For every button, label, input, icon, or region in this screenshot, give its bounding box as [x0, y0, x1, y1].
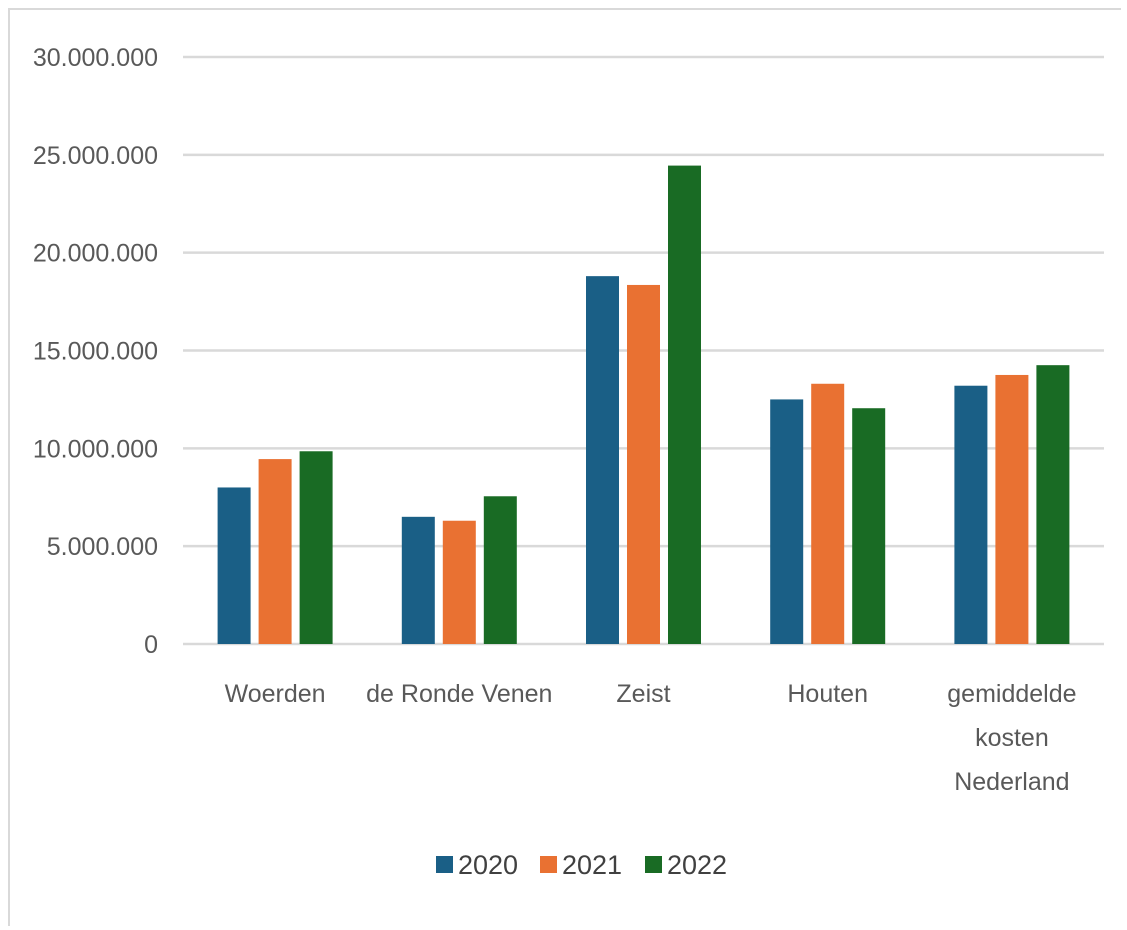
x-category-label-3-0: Houten — [787, 680, 868, 708]
x-category-label-2-0: Zeist — [616, 680, 670, 708]
x-category-label-4-0: gemiddelde — [947, 680, 1076, 708]
y-tick-label-2: 10.000.000 — [33, 435, 158, 463]
y-tick-label-5: 25.000.000 — [33, 142, 158, 170]
bar-2022-0 — [299, 451, 333, 644]
legend-label-2022: 2022 — [667, 850, 727, 880]
y-tick-label-6: 30.000.000 — [33, 44, 158, 72]
bar-2021-0 — [258, 459, 292, 644]
y-tick-label-3: 15.000.000 — [33, 338, 158, 366]
x-category-label-4-1: kosten — [975, 724, 1049, 752]
bar-2020-3 — [770, 399, 804, 644]
y-tick-label-1: 5.000.000 — [47, 533, 158, 561]
bar-2020-0 — [217, 487, 251, 644]
x-category-label-4-2: Nederland — [954, 768, 1069, 796]
legend-swatch-2022 — [645, 856, 662, 873]
legend-label-2021: 2021 — [562, 850, 622, 880]
bar-2021-1 — [442, 520, 476, 644]
x-category-label-1-0: de Ronde Venen — [366, 680, 552, 708]
y-tick-label-0: 0 — [144, 631, 158, 659]
bar-2022-3 — [852, 408, 886, 644]
legend-label-2020: 2020 — [458, 850, 518, 880]
bar-2020-1 — [401, 516, 435, 644]
bar-2020-4 — [954, 385, 988, 644]
legend-swatch-2021 — [540, 856, 557, 873]
bar-2021-2 — [627, 284, 660, 644]
x-category-label-0-0: Woerden — [225, 680, 326, 708]
bar-2020-2 — [586, 276, 619, 644]
bar-2022-2 — [668, 165, 701, 644]
chart-frame — [8, 8, 1121, 926]
bar-2022-4 — [1036, 365, 1070, 644]
bar-2022-1 — [483, 496, 517, 644]
legend-swatch-2020 — [436, 856, 453, 873]
y-tick-label-4: 20.000.000 — [33, 240, 158, 268]
bar-2021-3 — [811, 383, 845, 644]
bar-2021-4 — [995, 374, 1029, 644]
